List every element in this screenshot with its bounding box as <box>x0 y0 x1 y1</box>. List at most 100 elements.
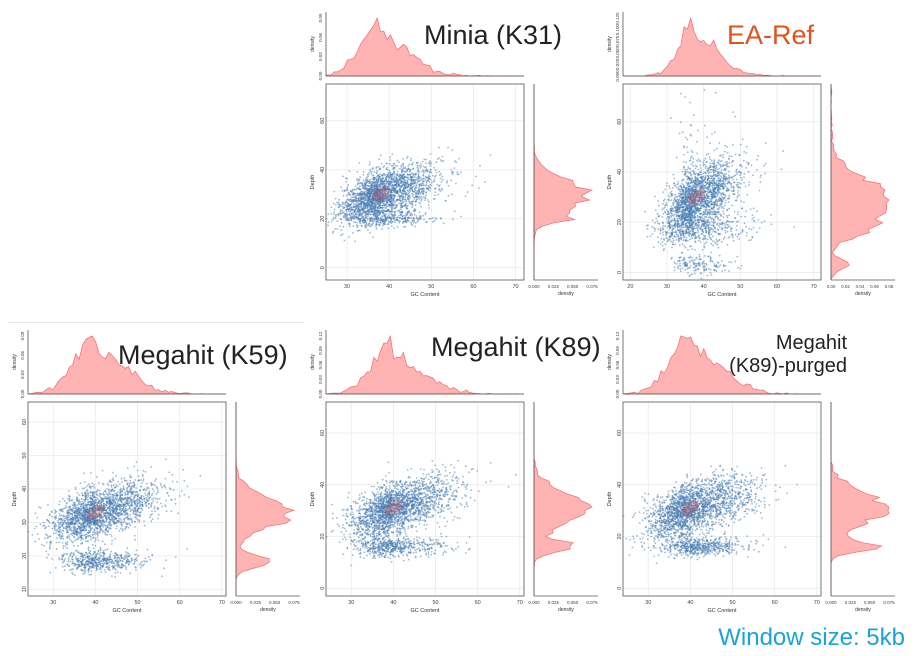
scatter-point <box>711 176 714 179</box>
scatter-point <box>713 166 716 169</box>
scatter-point <box>711 162 714 165</box>
scatter-point <box>692 180 695 182</box>
scatter-point <box>689 193 691 196</box>
scatter-point <box>426 221 428 223</box>
scatter-point <box>422 177 424 180</box>
scatter-point <box>678 200 680 203</box>
scatter-point <box>689 216 692 218</box>
scatter-point <box>738 182 741 184</box>
scatter-point <box>375 217 378 220</box>
scatter-point <box>372 215 375 217</box>
scatter-point <box>414 225 417 228</box>
scatter-point <box>705 241 708 244</box>
scatter-point <box>715 166 718 169</box>
scatter-point <box>386 209 389 212</box>
scatter-point <box>411 192 413 195</box>
scatter-point <box>695 227 698 229</box>
scatter-point <box>700 173 703 176</box>
scatter-point <box>737 171 740 173</box>
scatter-point <box>679 217 681 220</box>
scatter-point <box>687 221 690 224</box>
scatter-point <box>440 160 443 163</box>
scatter-point <box>728 177 731 180</box>
scatter-point <box>402 186 405 189</box>
scatter-point <box>646 227 649 230</box>
scatter-point <box>697 229 699 232</box>
scatter-point <box>721 183 724 186</box>
scatter-point <box>676 217 679 220</box>
scatter-point <box>427 204 430 207</box>
scatter-point <box>662 222 665 225</box>
scatter-point <box>750 228 753 231</box>
scatter-point <box>414 176 416 178</box>
scatter-point <box>719 219 722 221</box>
scatter-point <box>720 175 722 178</box>
scatter-point <box>382 224 384 227</box>
scatter-point <box>685 192 688 195</box>
scatter-point <box>717 161 719 164</box>
scatter-point <box>386 180 389 183</box>
scatter-point <box>673 177 676 180</box>
scatter-point <box>364 199 367 202</box>
scatter-point <box>752 207 755 210</box>
scatter-point <box>377 212 380 215</box>
scatter-point <box>756 210 759 213</box>
scatter-point <box>674 196 676 199</box>
scatter-point <box>413 218 415 221</box>
scatter-point <box>385 168 388 170</box>
scatter-point <box>676 205 679 208</box>
scatter-point <box>387 171 390 174</box>
scatter-point <box>686 212 688 215</box>
scatter-point <box>694 224 697 226</box>
scatter-point <box>393 188 395 191</box>
scatter-point <box>743 173 746 175</box>
scatter-points <box>644 88 796 280</box>
scatter-point <box>360 224 363 227</box>
scatter-point <box>700 205 702 208</box>
scatter-point <box>728 270 730 272</box>
scatter-point <box>407 216 410 219</box>
scatter-point <box>691 199 694 202</box>
scatter-point <box>688 201 690 203</box>
scatter-point <box>409 202 412 205</box>
x-axis-label: GC Content <box>410 292 440 298</box>
scatter-point <box>704 220 707 223</box>
scatter-point <box>378 158 381 161</box>
scatter-point <box>434 198 436 200</box>
scatter-point <box>385 217 388 220</box>
scatter-point <box>722 216 725 219</box>
scatter-point <box>409 174 411 176</box>
scatter-point <box>681 243 684 246</box>
scatter-point <box>700 226 702 229</box>
scatter-point <box>698 179 700 182</box>
scatter-point <box>721 221 724 224</box>
scatter-point <box>716 217 719 219</box>
scatter-point <box>732 186 735 189</box>
scatter-point <box>402 170 405 173</box>
scatter-point <box>372 222 374 225</box>
scatter-point <box>394 219 396 222</box>
scatter-point <box>438 146 440 149</box>
scatter-point <box>712 192 715 195</box>
scatter-point <box>438 188 441 190</box>
scatter-point <box>738 154 741 157</box>
y-tick-label: 0 <box>617 271 623 274</box>
scatter-point <box>685 222 687 225</box>
scatter-point <box>403 173 405 176</box>
scatter-point <box>364 210 367 213</box>
scatter-point <box>711 182 714 185</box>
scatter-point <box>670 212 673 215</box>
scatter-point <box>393 227 395 230</box>
scatter-point <box>722 207 725 210</box>
scatter-point <box>726 146 729 148</box>
scatter-point <box>384 177 387 179</box>
scatter-point <box>413 198 416 200</box>
scatter-point <box>672 224 675 227</box>
scatter-point <box>395 183 398 186</box>
scatter-point <box>438 185 440 188</box>
scatter-point <box>719 160 722 163</box>
scatter-point <box>417 173 420 176</box>
scatter-point <box>720 172 722 174</box>
scatter-point <box>403 192 405 195</box>
